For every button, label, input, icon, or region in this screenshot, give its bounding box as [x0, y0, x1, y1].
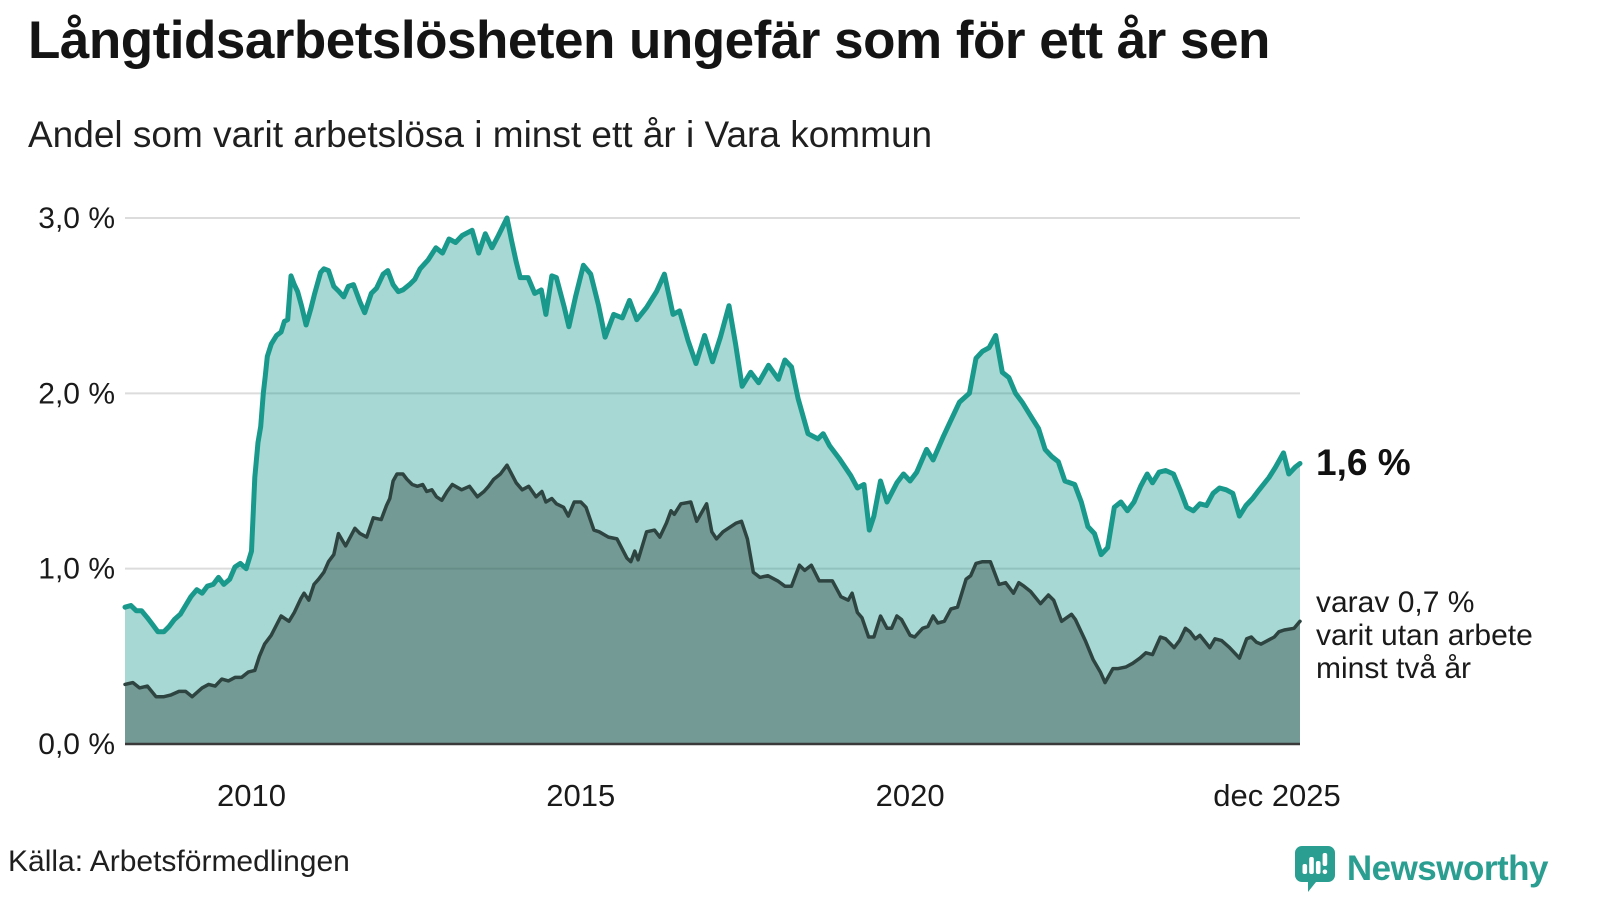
series2-annotation: varav 0,7 % varit utan arbete minst två … — [1316, 586, 1533, 685]
source-credit: Källa: Arbetsförmedlingen — [8, 845, 350, 878]
page-subtitle: Andel som varit arbetslösa i minst ett å… — [28, 114, 933, 155]
series2-annotation-line: varav 0,7 % — [1316, 586, 1475, 619]
y-tick-label: 3,0 % — [38, 202, 115, 235]
series-end-value-label: 1,6 % — [1316, 442, 1411, 483]
x-tick-label: 2010 — [217, 778, 286, 813]
x-tick-label: 2015 — [546, 778, 615, 813]
series2-annotation-line: varit utan arbete — [1316, 619, 1533, 652]
page-title: Långtidsarbetslösheten ungefär som för e… — [28, 11, 1270, 70]
x-tick-label: dec 2025 — [1213, 778, 1341, 813]
newsworthy-logo-icon — [1294, 846, 1335, 892]
line-minst-tva-ar — [123, 463, 1302, 699]
line-minst-ett-ar — [122, 215, 1303, 635]
area-minst-ett-ar — [125, 218, 1300, 744]
y-tick-label: 0,0 % — [38, 728, 115, 761]
y-tick-label: 2,0 % — [38, 377, 115, 410]
y-tick-label: 1,0 % — [38, 553, 115, 586]
series2-annotation-line: minst två år — [1316, 652, 1472, 685]
x-tick-label: 2020 — [876, 778, 945, 813]
area-minst-tva-ar — [125, 465, 1300, 744]
newsworthy-brand: Newsworthy — [1294, 845, 1549, 893]
newsworthy-wordmark: Newsworthy — [1346, 849, 1549, 888]
